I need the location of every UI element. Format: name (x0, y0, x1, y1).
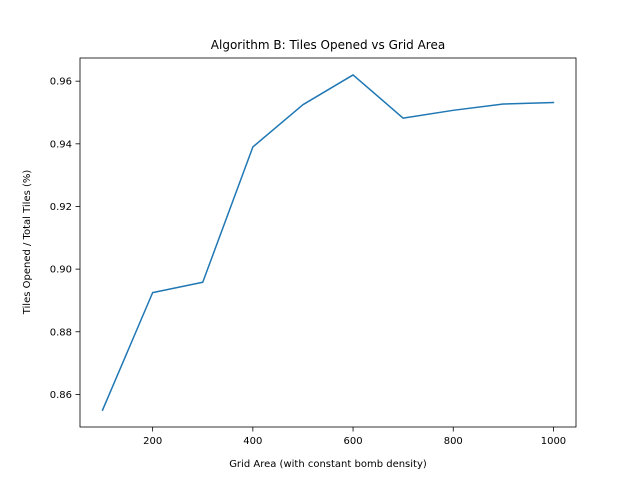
x-tick-label: 800 (444, 436, 463, 447)
x-axis: 200 400 600 800 1000 (143, 427, 566, 447)
plot-area (79, 57, 577, 428)
x-tick-label: 600 (344, 436, 363, 447)
y-axis: 0.86 0.88 0.90 0.92 0.94 0.96 (50, 77, 80, 401)
y-axis-label: Tiles Opened / Total Tiles (%) (22, 170, 33, 316)
chart-title: Algorithm B: Tiles Opened vs Grid Area (211, 38, 445, 52)
y-tick-label: 0.94 (50, 139, 72, 150)
y-tick-label: 0.96 (50, 77, 72, 88)
y-tick-label: 0.86 (50, 390, 72, 401)
x-tick-label: 400 (243, 436, 262, 447)
x-tick-label: 200 (143, 436, 162, 447)
y-tick-label: 0.88 (50, 327, 72, 338)
y-tick-label: 0.92 (50, 202, 72, 213)
x-axis-label: Grid Area (with constant bomb density) (229, 459, 427, 470)
x-tick-label: 1000 (541, 436, 566, 447)
series-line-0 (101, 74, 555, 412)
axes-frame (79, 57, 577, 428)
y-tick-label: 0.90 (50, 265, 72, 276)
